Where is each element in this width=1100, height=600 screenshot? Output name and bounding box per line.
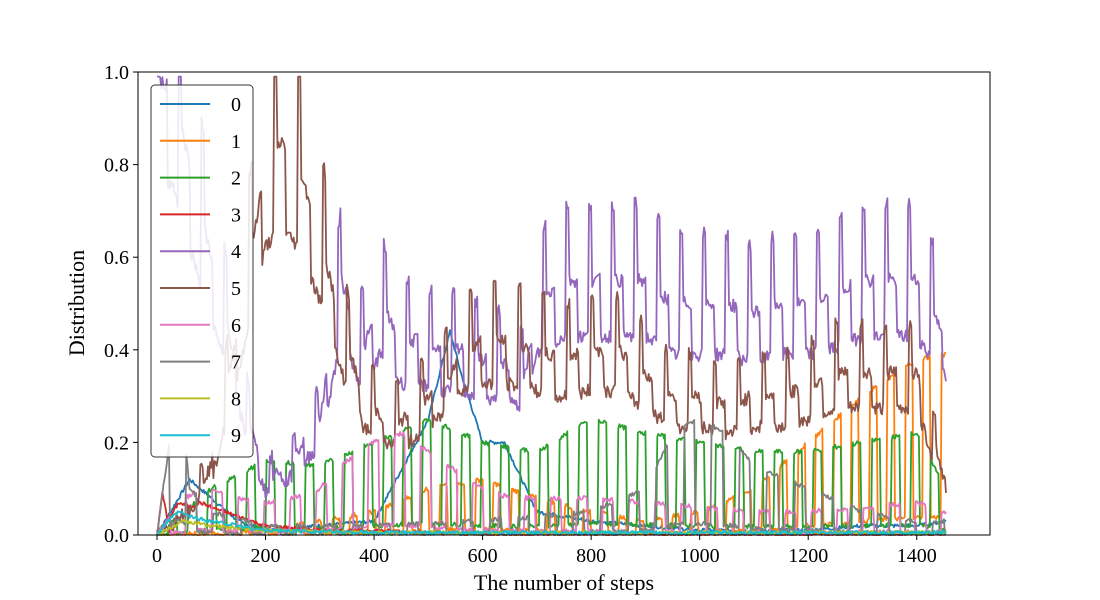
y-tick-label: 0.6: [104, 247, 129, 269]
x-tick-label: 600: [468, 545, 498, 567]
series-line-2: [156, 418, 947, 536]
x-tick-label: 200: [251, 545, 281, 567]
legend-label-1: 1: [231, 131, 241, 153]
x-axis-ticks: 0 200 400 600 800 1000 1200 1400: [152, 535, 937, 567]
y-tick-label: 0.0: [104, 525, 129, 547]
legend-label-8: 8: [231, 388, 241, 410]
legend-label-3: 3: [231, 204, 241, 226]
legend-label-4: 4: [231, 241, 241, 263]
y-tick-label: 0.8: [104, 155, 129, 177]
legend-label-2: 2: [231, 168, 241, 190]
series-line-9: [156, 510, 947, 536]
y-tick-label: 1.0: [104, 62, 129, 84]
legend-label-6: 6: [231, 315, 241, 337]
plot-frame: [137, 71, 991, 536]
x-tick-label: 1400: [897, 545, 937, 567]
series-line-5: [156, 75, 947, 536]
x-axis-title: The number of steps: [474, 570, 654, 595]
y-axis-ticks: 0.0 0.2 0.4 0.6 0.8 1.0: [104, 62, 138, 547]
legend-label-9: 9: [231, 425, 241, 447]
x-tick-label: 400: [359, 545, 389, 567]
x-tick-label: 1000: [680, 545, 720, 567]
legend-label-0: 0: [231, 94, 241, 116]
y-tick-label: 0.4: [104, 340, 129, 362]
legend: 0 1 2 3 4 5 6 7 8 9: [150, 84, 254, 458]
y-axis-title: Distribution: [64, 250, 89, 356]
x-tick-label: 1200: [788, 545, 828, 567]
x-tick-label: 800: [576, 545, 606, 567]
legend-label-5: 5: [231, 278, 241, 300]
legend-label-7: 7: [231, 352, 241, 374]
x-tick-label: 0: [152, 545, 162, 567]
y-tick-label: 0.2: [104, 432, 129, 454]
